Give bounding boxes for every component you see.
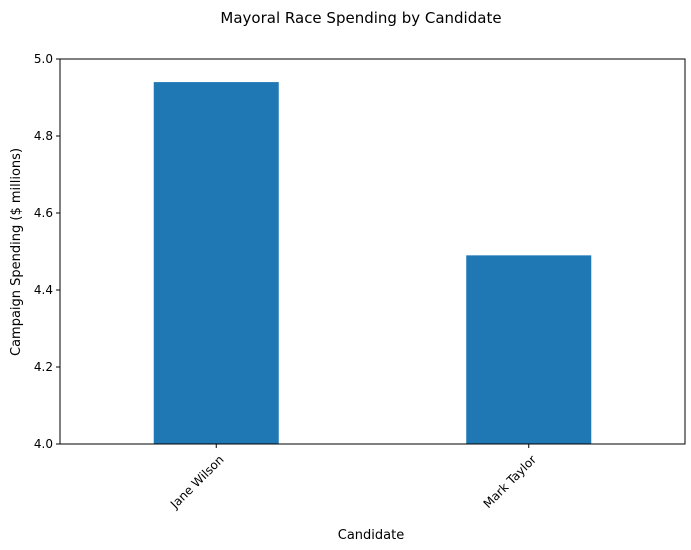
y-tick-label: 4.0 xyxy=(34,437,53,451)
y-tick-label: 4.4 xyxy=(34,283,53,297)
x-tick-label: Mark Taylor xyxy=(481,452,540,511)
plot-area: Jane Wilson Mark Taylor 4.0 4.2 4.4 4.6 4.8 5.0 xyxy=(34,52,686,512)
y-tick-label: 4.8 xyxy=(34,129,53,143)
bar-jane-wilson xyxy=(153,82,279,444)
bar-mark-taylor xyxy=(466,255,592,444)
x-tick-label: Jane Wilson xyxy=(167,452,227,512)
y-tick-label: 4.2 xyxy=(34,360,53,374)
y-axis-label: Campaign Spending ($ millions) xyxy=(9,148,24,356)
plot-frame xyxy=(59,58,686,445)
chart-title: Mayoral Race Spending by Candidate xyxy=(220,9,501,27)
y-tick-label: 5.0 xyxy=(34,52,53,66)
y-tick-label: 4.6 xyxy=(34,206,53,220)
x-axis-label: Candidate xyxy=(338,528,404,543)
